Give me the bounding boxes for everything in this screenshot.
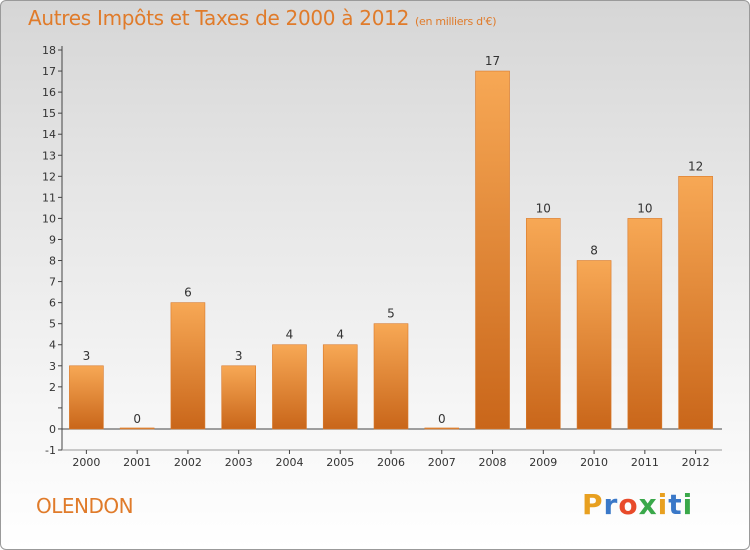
- x-tick-label: 2003: [225, 456, 253, 469]
- y-tick-label: 17: [42, 65, 56, 78]
- x-tick-label: 2010: [580, 456, 608, 469]
- logo-letter: P: [582, 488, 604, 521]
- bar: [678, 176, 713, 430]
- bar: [170, 302, 206, 430]
- bar: [69, 365, 104, 430]
- x-tick-label: 2009: [529, 456, 557, 469]
- x-tick-label: 2006: [377, 456, 405, 469]
- bar-value-label: 5: [387, 307, 395, 321]
- y-tick-label: 0: [49, 423, 56, 436]
- y-tick-label: 6: [49, 297, 56, 310]
- y-tick-label: 13: [42, 149, 56, 162]
- y-tick-label: 14: [42, 128, 56, 141]
- bar: [322, 344, 358, 430]
- chart-unit: (en milliers d'€): [415, 15, 497, 28]
- bar: [373, 323, 409, 430]
- x-tick-label: 2007: [428, 456, 456, 469]
- x-tick-label: 2004: [275, 456, 303, 469]
- bar: [627, 218, 663, 430]
- bar-value-label: 12: [688, 159, 703, 173]
- y-tick-label: 7: [49, 276, 56, 289]
- x-tick-label: 2005: [326, 456, 354, 469]
- bar-value-label: 8: [590, 244, 598, 258]
- y-tick-label: 5: [49, 318, 56, 331]
- bar-value-label: 3: [235, 349, 243, 363]
- bar-value-label: 10: [637, 201, 652, 215]
- y-tick-label: 16: [42, 86, 56, 99]
- bar: [272, 344, 307, 430]
- logo-letter: o: [618, 488, 639, 521]
- bar: [424, 427, 460, 430]
- bar: [576, 260, 612, 430]
- y-tick-label: 10: [42, 212, 56, 225]
- y-tick-label: 12: [42, 170, 56, 183]
- y-tick-label: 2: [49, 381, 56, 394]
- y-tick-label: 4: [49, 339, 56, 352]
- logo-letter: x: [638, 488, 658, 521]
- bar-value-label: 4: [336, 328, 344, 342]
- bar: [221, 365, 256, 430]
- bar-value-label: 10: [536, 201, 551, 215]
- commune-name: OLENDON: [36, 494, 134, 518]
- x-tick-label: 2011: [631, 456, 659, 469]
- chart-title-text: Autres Impôts et Taxes de 2000 à 2012: [28, 6, 409, 30]
- y-tick-label: 11: [42, 191, 56, 204]
- bar-value-label: 6: [184, 286, 192, 300]
- y-tick-label: 18: [42, 44, 56, 57]
- x-tick-label: 2002: [174, 456, 202, 469]
- chart-title: Autres Impôts et Taxes de 2000 à 2012 (en…: [28, 6, 496, 30]
- bar-value-label: 0: [133, 412, 141, 426]
- y-tick-label: 3: [49, 360, 56, 373]
- x-tick-label: 2012: [682, 456, 710, 469]
- y-tick-label: 9: [49, 233, 56, 246]
- bar: [526, 218, 561, 430]
- logo-letter: t: [668, 488, 683, 521]
- bar: [475, 70, 510, 430]
- logo-letter: i: [657, 488, 669, 521]
- y-tick-label: 15: [42, 107, 56, 120]
- x-tick-label: 2008: [479, 456, 507, 469]
- x-tick-label: 2001: [123, 456, 151, 469]
- x-tick-label: 2000: [72, 456, 100, 469]
- bar-value-label: 4: [286, 328, 294, 342]
- y-tick-label: 8: [49, 255, 56, 268]
- proxiti-logo: Proxiti: [582, 488, 693, 521]
- bar-value-label: 0: [438, 412, 446, 426]
- y-tick-label: -1: [45, 444, 56, 457]
- logo-letter: i: [682, 488, 694, 521]
- bar-value-label: 17: [485, 54, 500, 68]
- bar-value-label: 3: [83, 349, 91, 363]
- bar: [119, 427, 155, 430]
- logo-letter: r: [603, 488, 619, 521]
